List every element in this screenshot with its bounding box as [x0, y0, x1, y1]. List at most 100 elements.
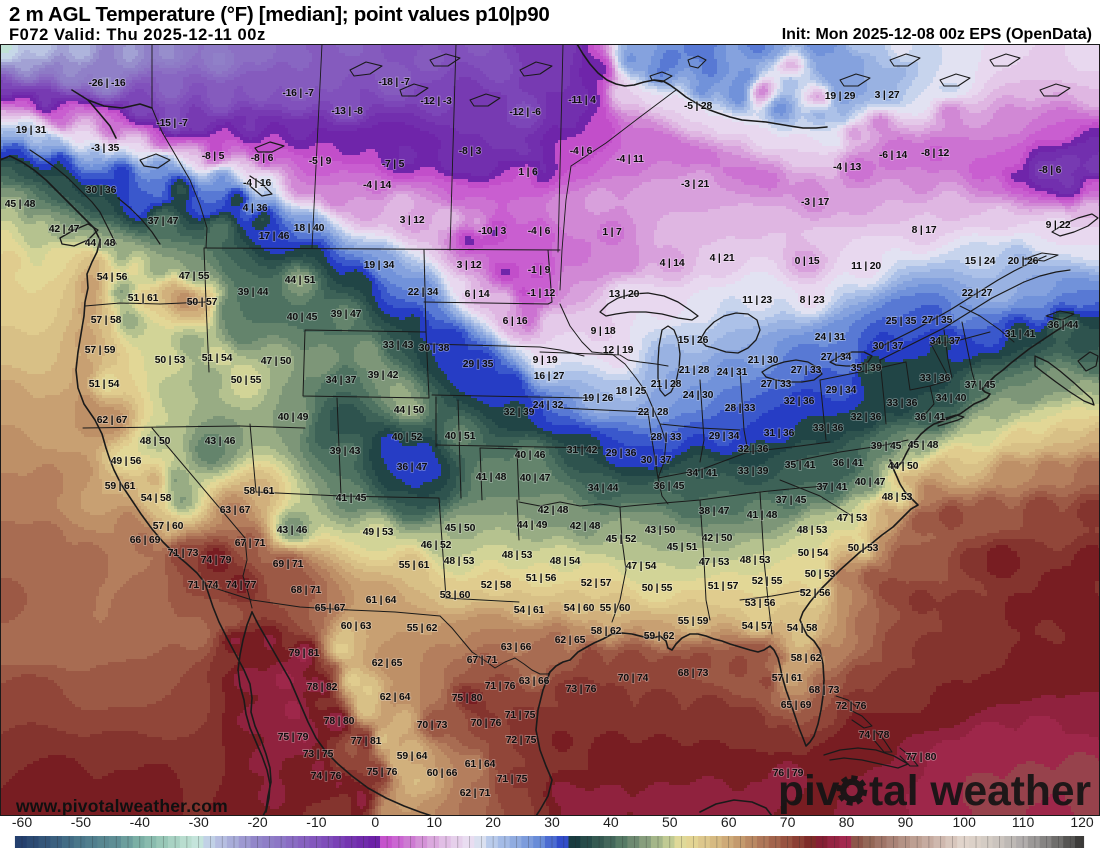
svg-text:72 | 76: 72 | 76: [836, 701, 867, 712]
svg-text:70 | 76: 70 | 76: [471, 718, 502, 729]
svg-text:44 | 51: 44 | 51: [285, 275, 316, 286]
svg-text:63 | 66: 63 | 66: [501, 642, 532, 653]
svg-text:50 | 53: 50 | 53: [805, 569, 836, 580]
svg-text:74 | 78: 74 | 78: [859, 730, 890, 741]
svg-text:62 | 67: 62 | 67: [97, 415, 128, 426]
svg-text:52 | 58: 52 | 58: [481, 580, 512, 591]
svg-text:-10: -10: [306, 814, 326, 830]
svg-text:69 | 71: 69 | 71: [273, 559, 304, 570]
svg-text:3 | 27: 3 | 27: [875, 90, 900, 101]
svg-text:-8 | 6: -8 | 6: [251, 153, 274, 164]
svg-text:4 | 14: 4 | 14: [660, 258, 685, 269]
svg-text:22 | 28: 22 | 28: [638, 407, 669, 418]
svg-text:www.pivotalweather.com: www.pivotalweather.com: [15, 796, 228, 816]
svg-text:75 | 79: 75 | 79: [278, 732, 309, 743]
svg-text:-4 | 6: -4 | 6: [528, 226, 551, 237]
svg-text:48 | 53: 48 | 53: [444, 556, 475, 567]
svg-text:37 | 45: 37 | 45: [776, 495, 807, 506]
svg-text:27 | 33: 27 | 33: [791, 365, 822, 376]
svg-text:33 | 36: 33 | 36: [887, 398, 918, 409]
svg-text:48 | 53: 48 | 53: [797, 525, 828, 536]
svg-text:51 | 61: 51 | 61: [128, 293, 159, 304]
svg-text:39 | 42: 39 | 42: [368, 370, 399, 381]
svg-text:48 | 53: 48 | 53: [502, 550, 533, 561]
svg-text:19 | 26: 19 | 26: [583, 393, 614, 404]
svg-text:49 | 53: 49 | 53: [363, 527, 394, 538]
svg-text:47 | 53: 47 | 53: [837, 513, 868, 524]
svg-text:42 | 48: 42 | 48: [538, 505, 569, 516]
svg-text:-5 | 28: -5 | 28: [684, 101, 712, 112]
svg-text:44 | 49: 44 | 49: [517, 520, 548, 531]
svg-text:44 | 50: 44 | 50: [394, 405, 425, 416]
svg-text:30: 30: [544, 814, 560, 830]
svg-text:45 | 48: 45 | 48: [5, 199, 36, 210]
svg-text:79 | 81: 79 | 81: [289, 648, 320, 659]
svg-text:52 | 57: 52 | 57: [581, 578, 612, 589]
svg-text:tal weather: tal weather: [869, 768, 1091, 815]
svg-text:-18 | -7: -18 | -7: [378, 77, 410, 88]
svg-text:45 | 48: 45 | 48: [908, 440, 939, 451]
svg-text:29 | 36: 29 | 36: [606, 448, 637, 459]
svg-text:27 | 34: 27 | 34: [821, 352, 852, 363]
svg-text:-8 | 12: -8 | 12: [921, 148, 949, 159]
svg-text:9 | 18: 9 | 18: [591, 326, 616, 337]
svg-text:-12 | -3: -12 | -3: [420, 96, 452, 107]
svg-text:15 | 26: 15 | 26: [678, 335, 709, 346]
svg-text:0 | 15: 0 | 15: [795, 256, 820, 267]
svg-text:43 | 50: 43 | 50: [645, 525, 676, 536]
svg-text:47 | 50: 47 | 50: [261, 356, 292, 367]
svg-text:39 | 43: 39 | 43: [330, 446, 361, 457]
svg-text:3 | 12: 3 | 12: [457, 260, 482, 271]
svg-text:27 | 35: 27 | 35: [922, 315, 953, 326]
svg-text:90: 90: [898, 814, 914, 830]
svg-text:36 | 44: 36 | 44: [1048, 320, 1079, 331]
svg-text:54 | 56: 54 | 56: [97, 272, 128, 283]
svg-text:-3 | 35: -3 | 35: [91, 143, 119, 154]
svg-text:74 | 79: 74 | 79: [201, 555, 232, 566]
svg-text:21 | 28: 21 | 28: [651, 379, 682, 390]
svg-text:50 | 53: 50 | 53: [848, 543, 879, 554]
svg-text:39 | 44: 39 | 44: [238, 287, 269, 298]
svg-text:48 | 53: 48 | 53: [882, 492, 913, 503]
svg-text:32 | 39: 32 | 39: [504, 407, 535, 418]
svg-text:15 | 24: 15 | 24: [965, 256, 996, 267]
svg-text:61 | 64: 61 | 64: [465, 759, 496, 770]
svg-text:74 | 77: 74 | 77: [226, 580, 257, 591]
svg-text:-60: -60: [12, 814, 32, 830]
svg-text:70 | 73: 70 | 73: [417, 720, 448, 731]
svg-text:110: 110: [1012, 814, 1035, 830]
svg-text:59 | 62: 59 | 62: [644, 631, 675, 642]
svg-text:33 | 39: 33 | 39: [738, 466, 769, 477]
svg-text:40 | 52: 40 | 52: [392, 432, 423, 443]
svg-text:24 | 30: 24 | 30: [683, 390, 714, 401]
svg-text:60 | 66: 60 | 66: [427, 768, 458, 779]
svg-text:51 | 57: 51 | 57: [708, 581, 739, 592]
svg-text:-13 | -8: -13 | -8: [331, 106, 363, 117]
svg-text:30 | 37: 30 | 37: [873, 341, 904, 352]
svg-text:58 | 62: 58 | 62: [791, 653, 822, 664]
svg-text:67 | 71: 67 | 71: [235, 538, 266, 549]
svg-text:22 | 27: 22 | 27: [962, 288, 993, 299]
svg-text:67 | 71: 67 | 71: [467, 655, 498, 666]
svg-text:-20: -20: [247, 814, 267, 830]
svg-text:65 | 67: 65 | 67: [315, 603, 346, 614]
svg-text:33 | 36: 33 | 36: [813, 423, 844, 434]
svg-text:-4 | 6: -4 | 6: [570, 146, 593, 157]
svg-text:42 | 50: 42 | 50: [702, 533, 733, 544]
svg-text:3 | 12: 3 | 12: [400, 215, 425, 226]
svg-text:41 | 48: 41 | 48: [476, 472, 507, 483]
svg-text:40 | 47: 40 | 47: [855, 477, 886, 488]
svg-text:54 | 60: 54 | 60: [564, 603, 595, 614]
svg-text:50 | 57: 50 | 57: [187, 297, 218, 308]
svg-text:9 | 22: 9 | 22: [1046, 220, 1071, 231]
svg-text:8 | 23: 8 | 23: [800, 295, 825, 306]
svg-text:51 | 54: 51 | 54: [202, 353, 233, 364]
svg-text:-26 | -16: -26 | -16: [89, 78, 126, 89]
svg-text:66 | 69: 66 | 69: [130, 535, 161, 546]
svg-text:11 | 20: 11 | 20: [851, 261, 881, 272]
svg-text:piv: piv: [778, 768, 840, 815]
svg-text:-8 | 6: -8 | 6: [1039, 165, 1062, 176]
svg-text:80: 80: [839, 814, 855, 830]
svg-text:68 | 73: 68 | 73: [678, 668, 709, 679]
svg-text:48 | 50: 48 | 50: [140, 436, 171, 447]
